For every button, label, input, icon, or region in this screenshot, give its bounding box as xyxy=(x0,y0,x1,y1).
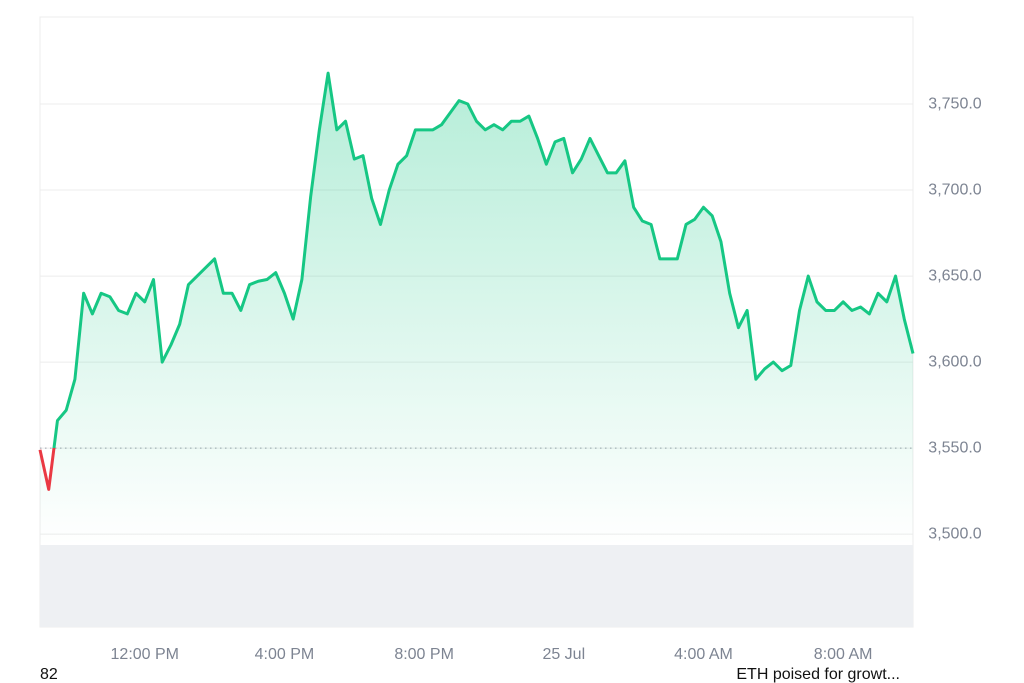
y-tick-label: 3,550.0 xyxy=(928,439,981,456)
y-tick-label: 3,500.0 xyxy=(928,525,981,542)
y-tick-label: 3,650.0 xyxy=(928,267,981,284)
x-tick-label: 25 Jul xyxy=(542,646,585,663)
footer-right: ETH poised for growt... xyxy=(736,666,900,683)
y-tick-label: 3,600.0 xyxy=(928,353,981,370)
y-tick-label: 3,750.0 xyxy=(928,95,981,112)
x-tick-label: 4:00 PM xyxy=(255,646,315,663)
x-tick-label: 12:00 PM xyxy=(111,646,179,663)
footer-left: 82 xyxy=(40,666,58,683)
x-tick-label: 8:00 AM xyxy=(814,646,873,663)
x-tick-label: 8:00 PM xyxy=(394,646,454,663)
price-area xyxy=(40,73,913,545)
x-tick-label: 4:00 AM xyxy=(674,646,733,663)
y-tick-label: 3,700.0 xyxy=(928,181,981,198)
price-line xyxy=(38,71,915,491)
volume-band xyxy=(40,545,913,627)
